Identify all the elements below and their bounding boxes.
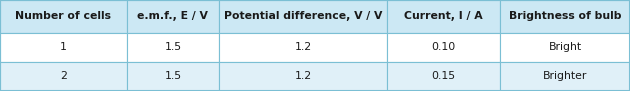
Bar xyxy=(127,0,219,33)
Text: 1.2: 1.2 xyxy=(294,71,312,81)
Text: Brightness of bulb: Brightness of bulb xyxy=(508,11,621,21)
Bar xyxy=(500,33,630,62)
Bar xyxy=(219,62,387,91)
Text: 1: 1 xyxy=(60,42,67,52)
Text: 1.5: 1.5 xyxy=(164,71,181,81)
Text: Bright: Bright xyxy=(548,42,581,52)
Text: 2: 2 xyxy=(60,71,67,81)
Bar xyxy=(219,33,387,62)
Bar xyxy=(387,62,500,91)
Bar xyxy=(0,0,127,33)
Bar xyxy=(127,62,219,91)
Text: 1.5: 1.5 xyxy=(164,42,181,52)
Bar xyxy=(387,0,500,33)
Bar xyxy=(127,33,219,62)
Bar xyxy=(500,62,630,91)
Text: Number of cells: Number of cells xyxy=(15,11,112,21)
Bar xyxy=(219,0,387,33)
Bar xyxy=(387,33,500,62)
Text: Brighter: Brighter xyxy=(543,71,587,81)
Bar xyxy=(0,62,127,91)
Text: Current, I / A: Current, I / A xyxy=(404,11,483,21)
Text: 0.10: 0.10 xyxy=(432,42,455,52)
Bar xyxy=(500,0,630,33)
Text: e.m.f., E / V: e.m.f., E / V xyxy=(137,11,209,21)
Text: 1.2: 1.2 xyxy=(294,42,312,52)
Text: Potential difference, V / V: Potential difference, V / V xyxy=(224,11,382,21)
Text: 0.15: 0.15 xyxy=(432,71,455,81)
Bar xyxy=(0,33,127,62)
